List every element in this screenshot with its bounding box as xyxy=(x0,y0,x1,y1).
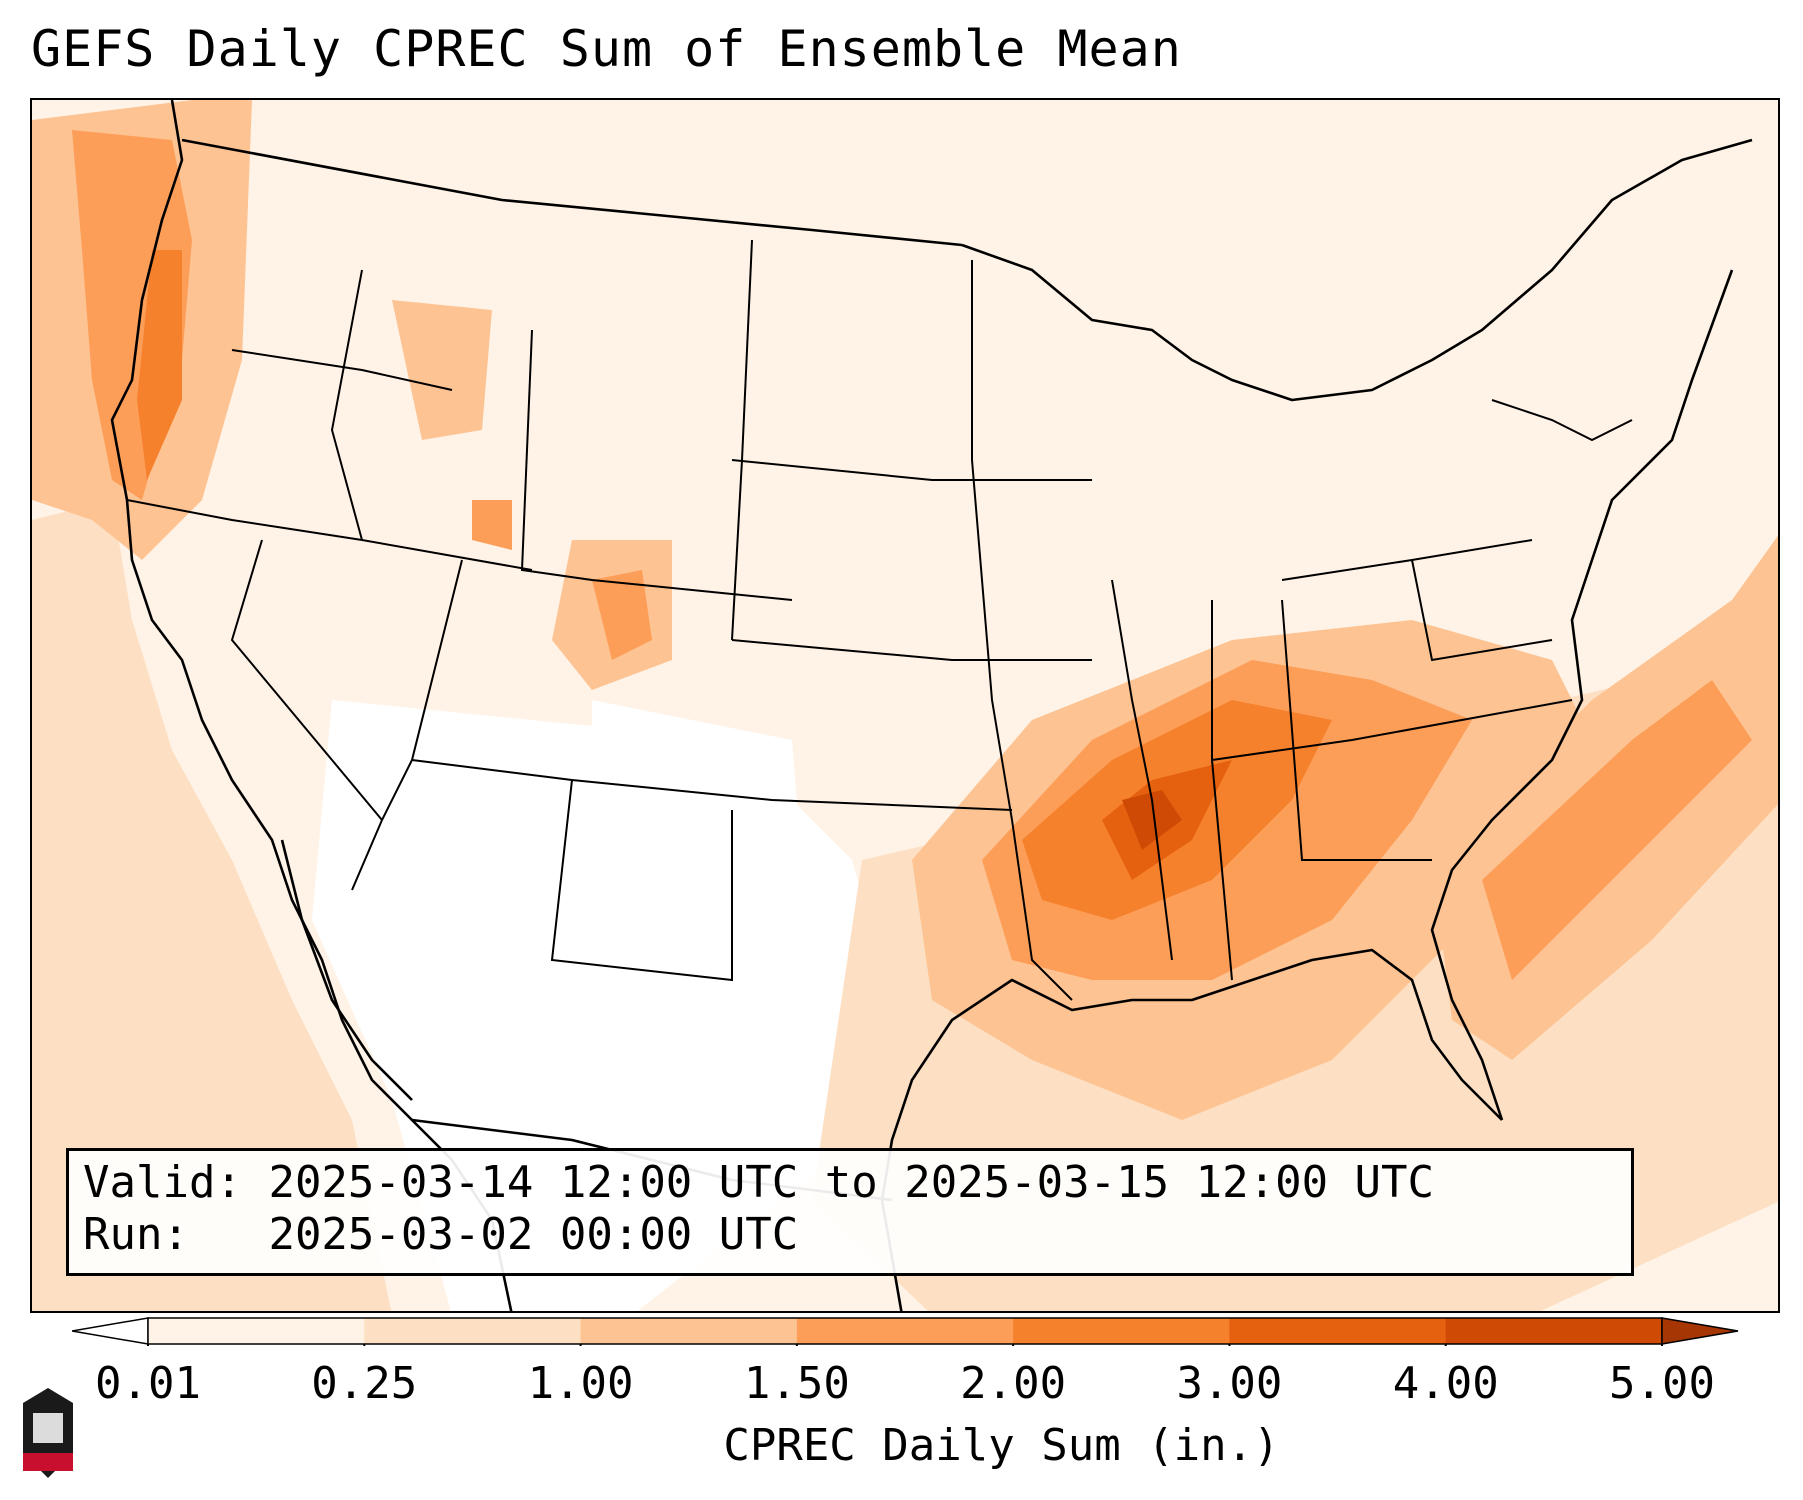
id-line xyxy=(330,269,363,541)
niu-logo-icon xyxy=(23,1388,73,1478)
colorbar-tick-label: 0.25 xyxy=(311,1358,418,1409)
or-ca-line xyxy=(126,499,533,571)
canada-border-east xyxy=(961,138,1753,402)
colorbar-ticks xyxy=(147,1344,1663,1346)
ms-line xyxy=(1111,579,1173,961)
wy-line xyxy=(520,329,793,601)
colorbar-under-arrow xyxy=(72,1317,149,1345)
colorbar-label: CPREC Daily Sum (in.) xyxy=(723,1420,1280,1471)
field-utah-core xyxy=(472,500,512,550)
sd-ne-line xyxy=(731,459,1092,481)
atlantic-coastline xyxy=(1430,269,1734,1121)
colorbar-segment xyxy=(580,1318,798,1344)
colorbar-tick-label: 4.00 xyxy=(1392,1358,1499,1409)
valid-label: Valid: xyxy=(83,1157,242,1208)
colorbar-segments xyxy=(147,1317,1663,1345)
ny-line xyxy=(1491,399,1633,442)
canada-border-west xyxy=(181,138,963,247)
co-nm-line xyxy=(411,759,1013,811)
field-southwest-dry xyxy=(592,700,812,1120)
gulf-coastline xyxy=(880,948,1503,1311)
colorbar-segment xyxy=(364,1318,582,1344)
field-pacific xyxy=(32,500,392,1311)
field-colorado-core xyxy=(592,570,652,660)
map-title: GEFS Daily CPREC Sum of Ensemble Mean xyxy=(31,20,1182,78)
colorbar xyxy=(72,1317,1739,1346)
run-info-box: Valid: 2025-03-14 12:00 UTC to 2025-03-1… xyxy=(66,1148,1634,1276)
run-value: 2025-03-02 00:00 UTC xyxy=(268,1209,799,1260)
ga-line xyxy=(1281,599,1432,861)
colorbar-tick-label: 0.01 xyxy=(95,1358,201,1409)
valid-value: 2025-03-14 12:00 UTC to 2025-03-15 12:00… xyxy=(268,1157,1435,1208)
field-atlantic-high xyxy=(1482,680,1752,980)
colorbar-tick-label: 1.50 xyxy=(743,1358,850,1409)
boundaries xyxy=(110,100,1753,1311)
field-northwest-core xyxy=(137,250,182,480)
baja-coast xyxy=(280,839,413,1101)
west-coastline xyxy=(110,100,513,1311)
colorbar-tick-label: 2.00 xyxy=(960,1358,1067,1409)
ks-line xyxy=(731,639,1092,661)
colorbar-over-arrow xyxy=(1661,1317,1739,1345)
ut-az-line xyxy=(351,559,463,891)
field-southeast-peak xyxy=(1122,790,1182,850)
nm-line xyxy=(550,779,733,982)
ar-la-line xyxy=(1011,819,1073,1001)
colorbar-segment xyxy=(1229,1318,1447,1344)
colorbar-segment xyxy=(1013,1318,1230,1344)
field-idaho xyxy=(392,300,492,440)
state-lines xyxy=(126,239,1633,1001)
mn-ia-mo-line xyxy=(971,260,1013,821)
colorbar-segment xyxy=(1445,1318,1663,1344)
run-label: Run: xyxy=(83,1209,189,1260)
map-canvas xyxy=(32,100,1778,1311)
nv-line xyxy=(230,539,383,821)
colorbar-tick-label: 1.00 xyxy=(527,1358,634,1409)
va-line xyxy=(1411,559,1553,662)
wa-or-line xyxy=(231,349,453,391)
colorbar-tick-label: 5.00 xyxy=(1609,1358,1715,1409)
colorbar-tick-label: 3.00 xyxy=(1176,1358,1283,1409)
tn-nc-line xyxy=(1211,699,1573,761)
precipitation-map[interactable] xyxy=(30,98,1780,1313)
colorbar-segment xyxy=(148,1318,365,1344)
colorbar-segment xyxy=(796,1318,1014,1344)
